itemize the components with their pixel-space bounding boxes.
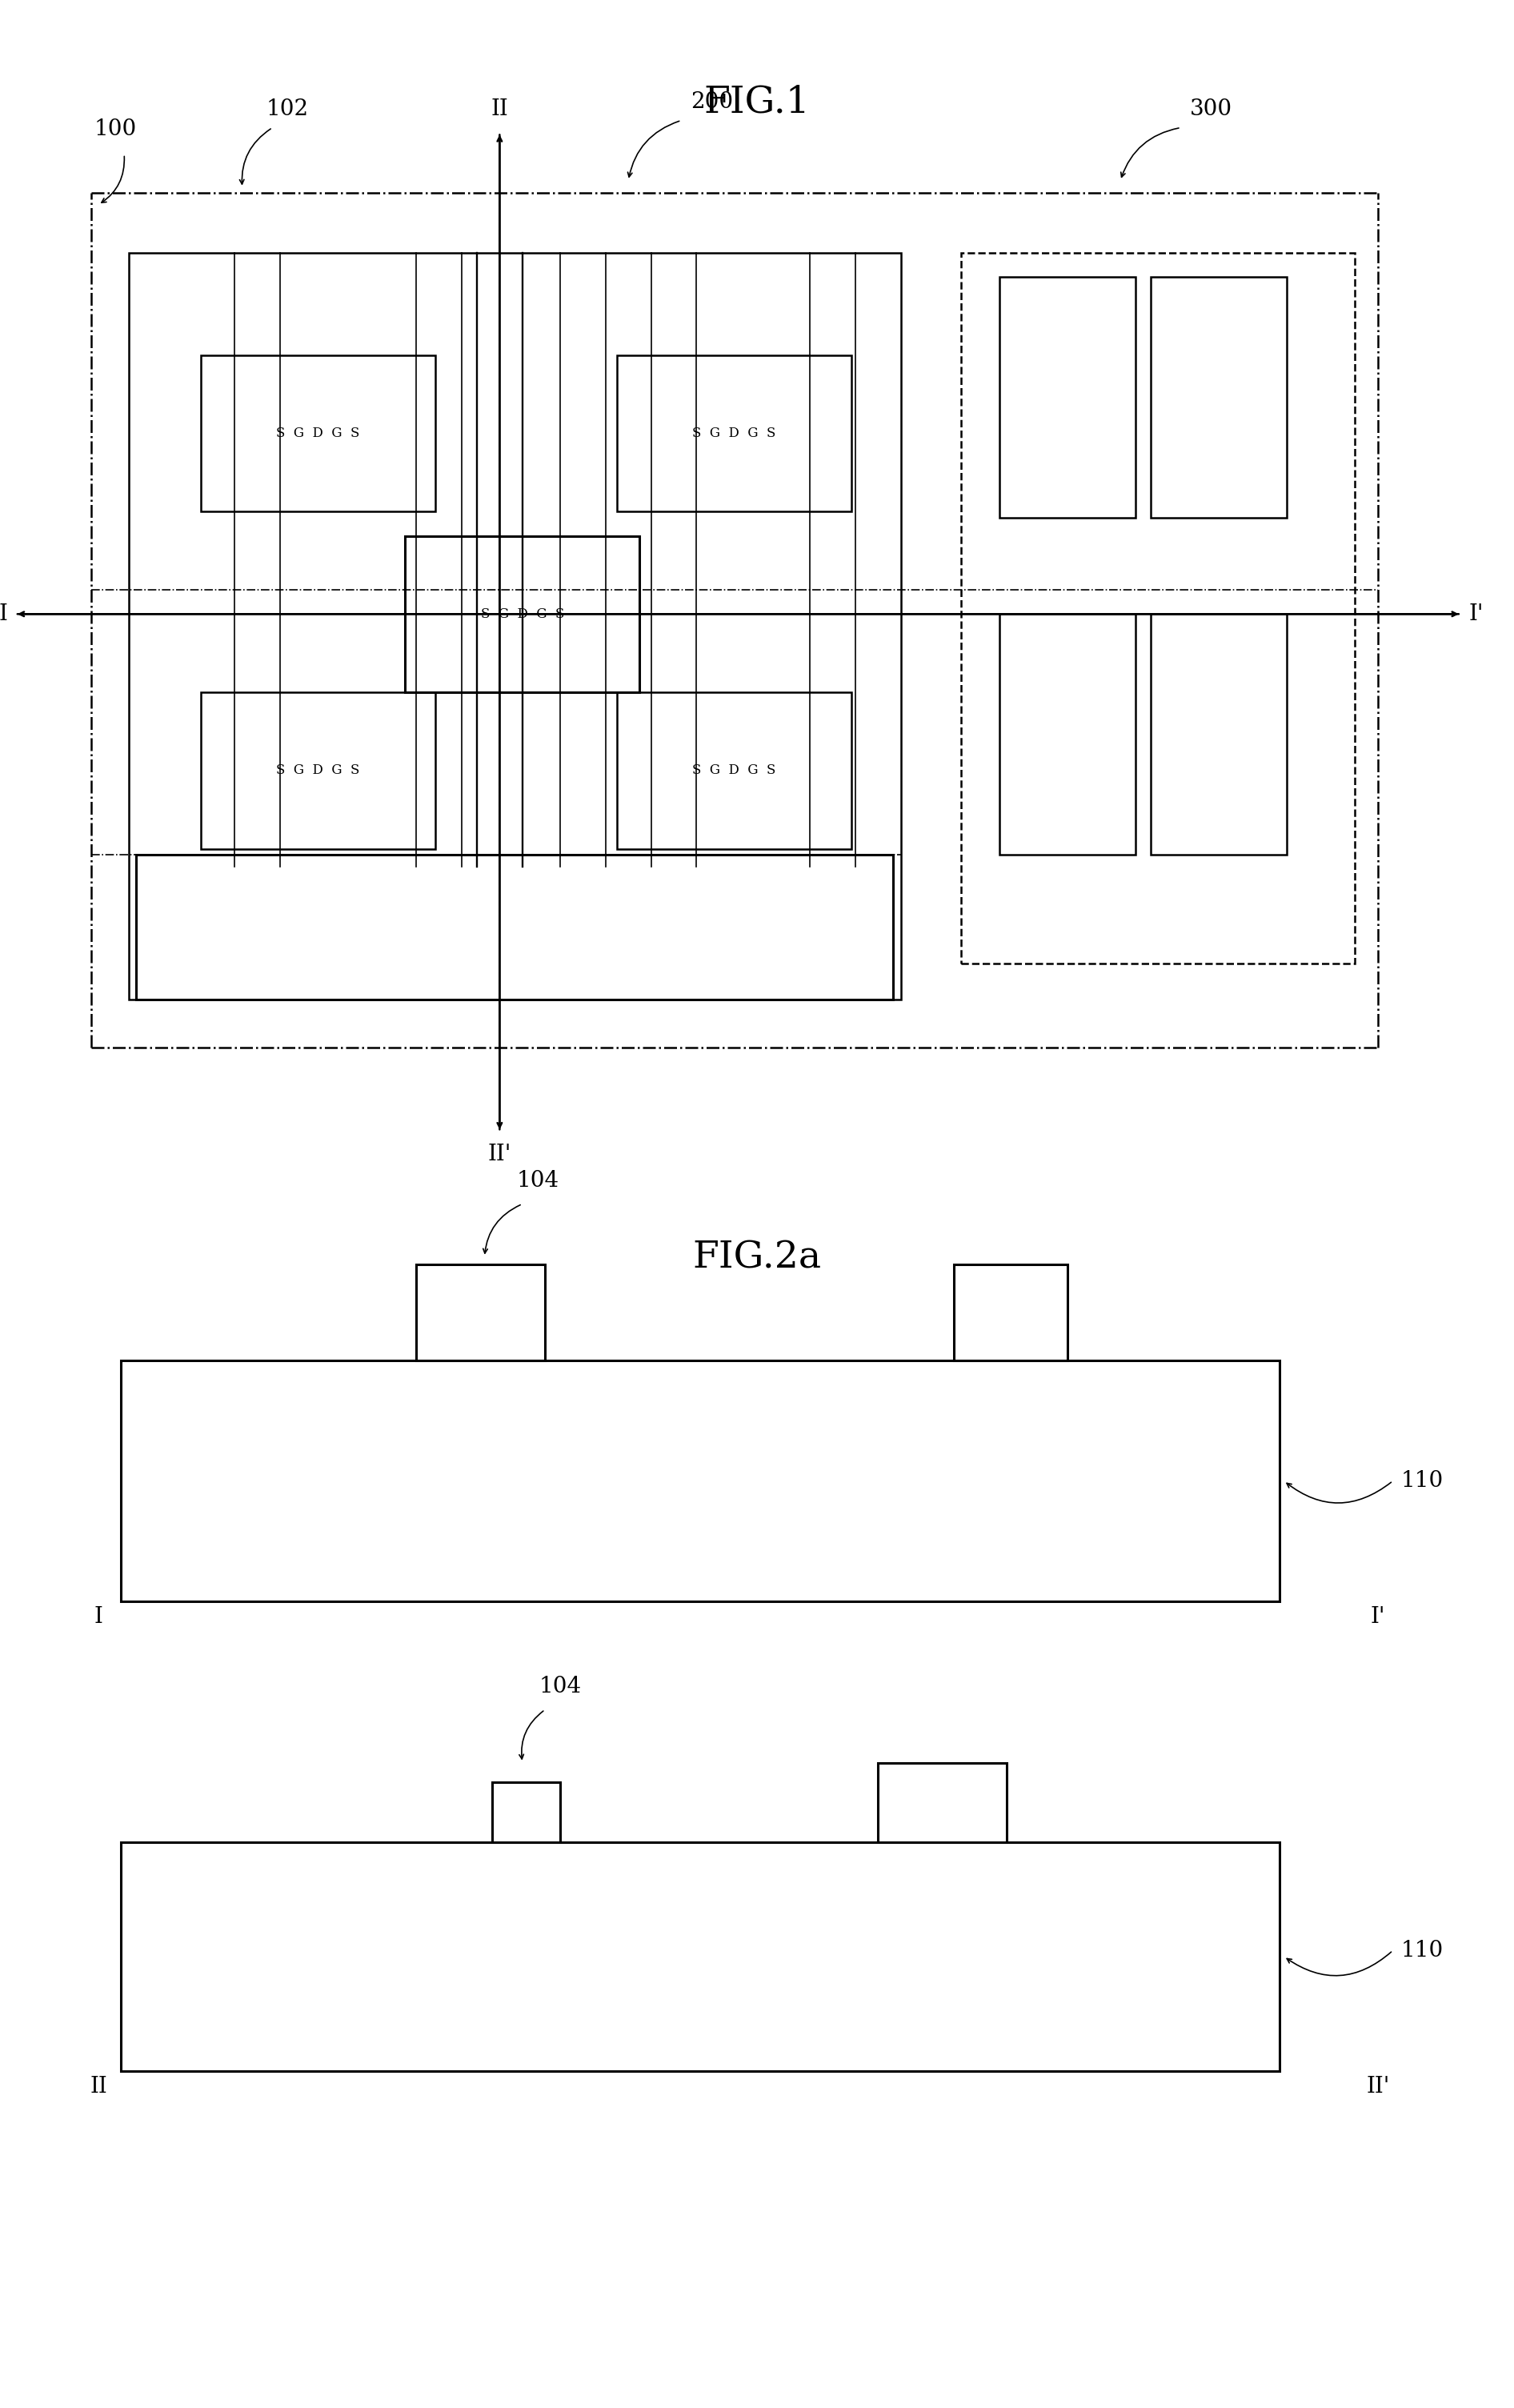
Text: S  G  D  G  S: S G D G S [276, 426, 360, 441]
Text: II': II' [488, 1144, 512, 1165]
Bar [878, 1763, 1007, 1842]
Text: 100: 100 [94, 118, 136, 140]
Text: 200: 200 [690, 92, 733, 113]
Bar [616, 694, 851, 848]
Bar [1151, 614, 1287, 855]
Bar [999, 614, 1136, 855]
Text: I': I' [1370, 1606, 1385, 1628]
Text: S  G  D  G  S: S G D G S [692, 763, 777, 778]
Text: 300: 300 [1190, 99, 1232, 120]
Text: I: I [94, 1606, 103, 1628]
Bar [999, 277, 1136, 518]
Text: 104: 104 [539, 1676, 581, 1698]
Text: FIG.2a: FIG.2a [692, 1240, 822, 1276]
Bar [121, 1361, 1279, 1601]
Bar [200, 356, 436, 513]
Bar [404, 537, 639, 694]
Bar [416, 1264, 545, 1361]
Text: II: II [491, 99, 509, 120]
Bar [129, 253, 901, 999]
Bar [616, 356, 851, 513]
Text: II': II' [1366, 2076, 1390, 2097]
Bar [492, 1782, 560, 1842]
Bar [954, 1264, 1067, 1361]
Text: 110: 110 [1400, 1471, 1443, 1491]
Bar [961, 253, 1355, 963]
Text: S  G  D  G  S: S G D G S [692, 426, 777, 441]
Text: 104: 104 [516, 1170, 559, 1192]
Text: I': I' [1469, 604, 1484, 624]
Bar [121, 1842, 1279, 2071]
Bar [1151, 277, 1287, 518]
Text: I: I [0, 604, 8, 624]
Text: II: II [89, 2076, 107, 2097]
Bar [136, 855, 893, 999]
Text: 102: 102 [266, 99, 309, 120]
Text: S  G  D  G  S: S G D G S [276, 763, 360, 778]
Bar [200, 694, 436, 848]
Text: 110: 110 [1400, 1941, 1443, 1960]
Text: S  G  D  G  S: S G D G S [480, 607, 565, 621]
Text: FIG.1: FIG.1 [704, 84, 810, 120]
